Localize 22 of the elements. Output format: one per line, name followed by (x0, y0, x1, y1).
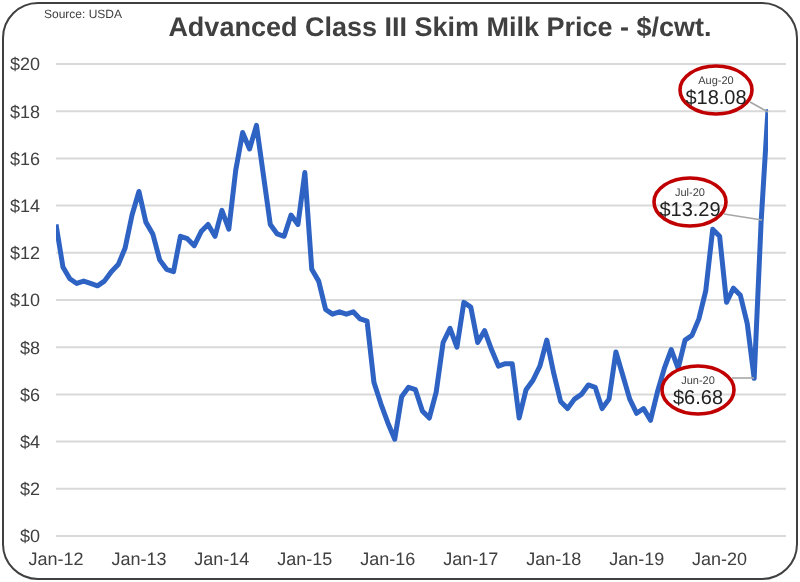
y-tick-label: $6 (19, 384, 40, 405)
y-tick-label: $16 (9, 148, 40, 169)
y-tick-label: $0 (19, 526, 40, 547)
y-tick-label: $8 (19, 337, 40, 358)
x-tick-label: Jan-13 (111, 548, 167, 569)
y-tick-label: $18 (9, 101, 40, 122)
y-tick-label: $12 (9, 243, 40, 264)
x-tick-label: Jan-16 (360, 548, 416, 569)
chart-title: Advanced Class III Skim Milk Price - $/cwt. (166, 12, 714, 42)
x-tick-label: Jan-20 (692, 548, 748, 569)
x-tick-label: Jan-18 (526, 548, 582, 569)
x-tick-label: Jan-12 (28, 548, 84, 569)
y-tick-label: $2 (19, 479, 40, 500)
y-tick-label: $10 (9, 290, 40, 311)
x-tick-label: Jan-15 (277, 548, 333, 569)
y-tick-label: $20 (9, 54, 40, 75)
x-tick-label: Jan-14 (194, 548, 250, 569)
line-series (56, 106, 768, 442)
y-tick-label: $14 (9, 195, 40, 216)
x-tick-label: Jan-17 (443, 548, 499, 569)
x-tick-label: Jan-19 (609, 548, 665, 569)
y-tick-label: $4 (19, 431, 40, 452)
